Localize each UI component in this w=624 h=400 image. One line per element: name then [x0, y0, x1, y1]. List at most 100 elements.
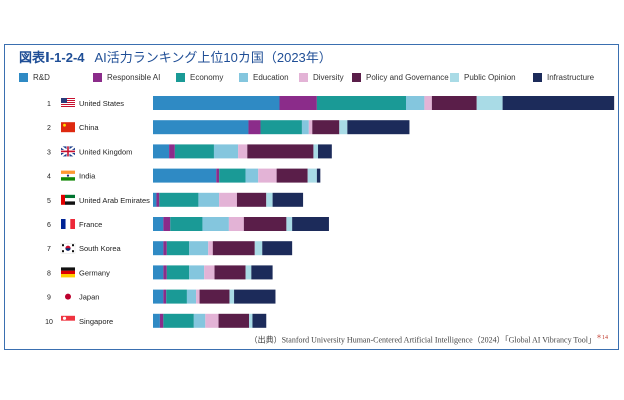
rank-label: 6: [47, 222, 51, 229]
legend-label: Infrastructure: [547, 73, 595, 82]
legend-swatch: [299, 73, 308, 82]
flag-sun: [65, 293, 71, 300]
bar-segment-infrastructure: [252, 313, 267, 328]
bar-segment-r-d: [153, 217, 164, 231]
country-label: Japan: [79, 293, 99, 302]
flag-band: [61, 170, 75, 174]
bar-row-singapore: 10 Singapore: [45, 313, 267, 328]
bar-segment-education: [245, 168, 259, 183]
flag-hoist: [61, 194, 65, 205]
bar-segment-policy-and-governance: [247, 144, 314, 159]
legend-swatch: [450, 73, 459, 82]
bar-segment-infrastructure: [272, 192, 304, 207]
figure-frame: 図表Ⅰ-1-2-4 AI活力ランキング上位10カ国（2023年） R&D Respo…: [4, 44, 619, 350]
bar-segment-education: [213, 144, 239, 159]
bar-segment-public-opinion: [245, 265, 252, 280]
legend-item-diversity: Diversity: [299, 73, 344, 82]
bar-segment-public-opinion: [286, 217, 293, 231]
bar-segment-r-d: [153, 313, 160, 328]
legend-swatch: [239, 73, 248, 82]
bar-segment-responsible-ai: [163, 241, 167, 256]
flag-band: [65, 198, 75, 202]
bar-segment-policy-and-governance: [236, 192, 267, 207]
bar-segment-education: [202, 217, 229, 231]
legend-label: Responsible AI: [107, 73, 161, 82]
bar-segment-education: [198, 192, 220, 207]
rank-label: 1: [47, 101, 51, 108]
legend-item-infrastructure: Infrastructure: [533, 73, 594, 82]
bar-row-china: 2 China: [47, 120, 410, 135]
flag-band: [61, 267, 75, 271]
bar-segment-diversity: [308, 120, 313, 135]
flag-band: [65, 201, 75, 205]
legend-item-public-opinion: Public Opinion: [450, 73, 516, 82]
bar-segment-responsible-ai: [156, 192, 160, 207]
legend-item-policy-and-governance: Policy and Governance: [352, 73, 449, 82]
bar-segment-responsible-ai: [159, 313, 164, 328]
rank-label: 4: [47, 174, 51, 181]
bar-segment-education: [301, 120, 309, 135]
bar-segment-infrastructure: [251, 265, 273, 280]
flag-stripe: [61, 106, 75, 107]
legend-item-education: Education: [239, 73, 289, 82]
bar-row-india: 4 India: [47, 168, 321, 183]
bar-segment-responsible-ai: [216, 168, 220, 183]
rank-label: 9: [47, 295, 51, 302]
bar-segment-infrastructure: [347, 120, 410, 135]
bar-segment-diversity: [424, 96, 432, 110]
flag-stripe: [61, 102, 75, 103]
bar-row-united-arab-emirates: 5 United Arab Emirates: [47, 192, 304, 207]
bar-row-germany: 8 Germany: [47, 265, 273, 280]
bar-segment-infrastructure: [262, 241, 293, 256]
legend-swatch: [19, 73, 28, 82]
bar-segment-policy-and-governance: [312, 120, 340, 135]
figure-title-text: AI活力ランキング上位10カ国（2023年）: [94, 50, 332, 65]
country-label: United Kingdom: [79, 147, 132, 156]
flag-stripe: [61, 100, 75, 101]
legend-swatch: [533, 73, 542, 82]
flag-taegeuk: [65, 248, 71, 251]
bar-segment-diversity: [196, 289, 200, 304]
ae-flag-icon: [61, 194, 75, 205]
bar-row-south-korea: 7 South Korea: [47, 241, 293, 256]
flag-stripe: [61, 104, 75, 105]
flag-trigram: [72, 250, 74, 253]
flag-band: [61, 274, 75, 278]
bar-segment-policy-and-governance: [212, 241, 255, 256]
flag-band: [61, 320, 75, 326]
bar-segment-infrastructure: [316, 168, 321, 183]
rank-label: 7: [47, 246, 51, 253]
bar-segment-policy-and-governance: [243, 217, 287, 231]
bar-segment-policy-and-governance: [214, 265, 246, 280]
bar-segment-education: [189, 265, 205, 280]
bar-segment-r-d: [153, 192, 157, 207]
bar-segment-r-d: [153, 289, 164, 304]
rank-label: 10: [45, 319, 53, 326]
bar-segment-infrastructure: [234, 289, 276, 304]
bar-segment-public-opinion: [249, 313, 253, 328]
kr-flag-icon: [60, 242, 76, 254]
bar-segment-diversity: [238, 144, 248, 159]
bar-segment-public-opinion: [229, 289, 235, 304]
bar-segment-r-d: [153, 96, 280, 110]
country-label: India: [79, 172, 96, 181]
flag-trigram: [62, 244, 64, 247]
bar-segment-diversity: [258, 168, 277, 183]
figure-title: 図表Ⅰ-1-2-4 AI活力ランキング上位10カ国（2023年）: [19, 47, 332, 66]
legend-label: Public Opinion: [464, 73, 516, 82]
figure-number: 図表Ⅰ-1-2-4: [19, 50, 85, 65]
flag-band: [65, 194, 75, 199]
bar-segment-economy: [174, 144, 214, 159]
legend-swatch: [176, 73, 185, 82]
bar-segment-public-opinion: [476, 96, 503, 110]
bar-segment-diversity: [219, 192, 237, 207]
bar-segment-policy-and-governance: [218, 313, 250, 328]
de-flag-icon: [61, 267, 75, 278]
bar-segment-public-opinion: [307, 168, 317, 183]
flag-band: [70, 219, 75, 229]
bar-segment-economy: [166, 265, 190, 280]
sg-flag-icon: [61, 315, 75, 326]
bar-segment-responsible-ai: [163, 265, 167, 280]
bar-segment-responsible-ai: [163, 289, 167, 304]
flag-band: [65, 219, 71, 229]
